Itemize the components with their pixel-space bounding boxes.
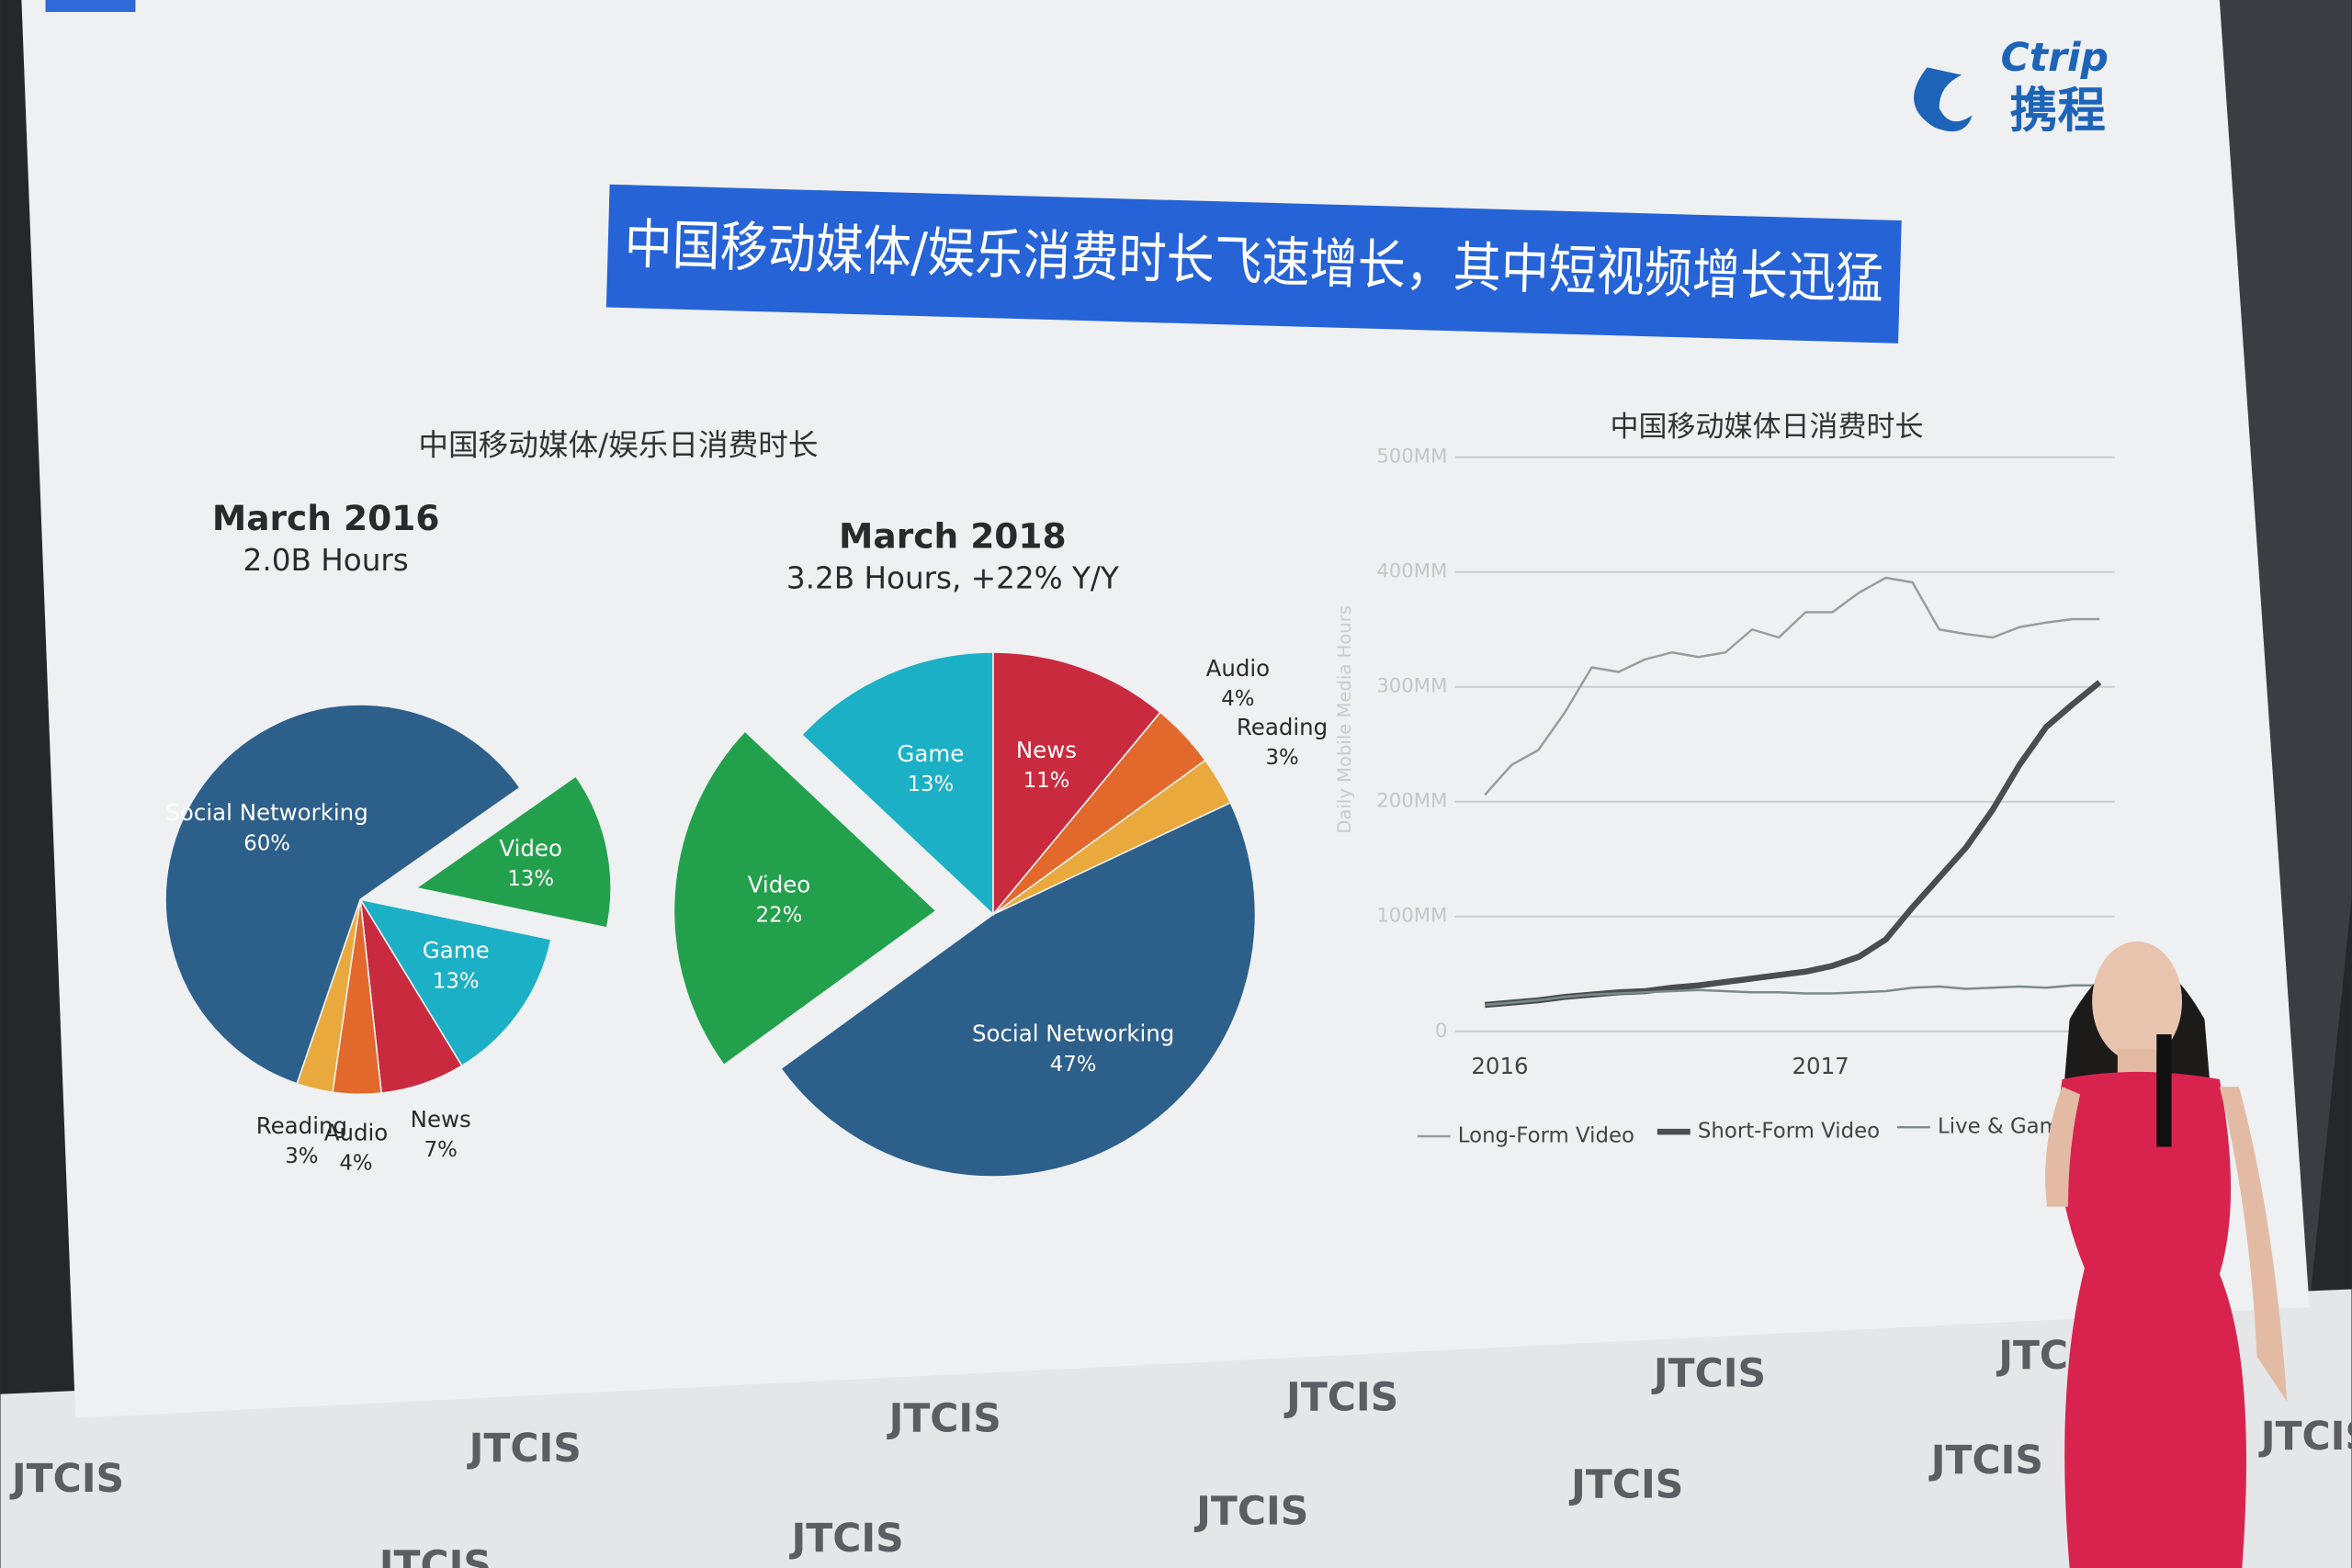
slice-value: 13% [433,969,480,993]
slice-label: Audio [1206,655,1271,682]
y-tick-label: 200MM [1376,790,1447,813]
slice-label: News [1016,737,1077,763]
backdrop-logo: JTCIS [377,1543,492,1568]
backdrop-logo: JTCIS [467,1427,582,1472]
slide [21,0,2310,1418]
x-tick-label: 2017 [1792,1053,1849,1079]
speaker-arm [2045,1087,2081,1207]
backdrop-logo: JTCIS [1193,1490,1308,1535]
backdrop-logo: JTCIS [9,1457,124,1502]
y-tick-label: 100MM [1376,905,1447,928]
logo-en: Ctrip [2001,36,2109,81]
slice-label: Social Networking [972,1021,1174,1047]
banner-box [605,184,1902,344]
pie-title: March 2016 [212,498,440,538]
slice-value: 13% [907,773,954,796]
pie-group-title: 中国移动媒体/娱乐日消费时长 [418,427,818,462]
line-series [1485,984,2100,1007]
speaker-arm [2219,1087,2288,1402]
slice-value: 22% [756,904,803,928]
speaker-face [2092,941,2183,1062]
line-series [1484,576,2100,796]
slice-label: Game [897,740,964,767]
pie-subtitle: 3.2B Hours, +22% Y/Y [786,561,1119,596]
microphone [2156,1034,2172,1147]
backdrop-logo: JTCIS [1283,1376,1398,1421]
backdrop-logo: JTCIS [1568,1462,1683,1507]
legend-label: Short-Form Video [1698,1120,1880,1144]
slice-label: Reading [256,1112,347,1139]
pie-slice [992,651,1162,917]
pie-slice [779,801,1257,1178]
slice-value: 3% [1265,746,1298,770]
y-tick-label: 500MM [1376,446,1447,468]
slice-value: 11% [1023,769,1070,793]
y-tick-label: 300MM [1376,675,1447,698]
x-tick-label: 2016 [1471,1053,1528,1079]
slice-value: 13% [507,867,554,891]
pie-slice [673,729,938,1066]
speaker [2045,941,2288,1568]
slice-label: Audio [324,1119,389,1145]
slice-label: Video [748,872,811,898]
logo-icon [1914,67,1973,132]
y-tick-label: 400MM [1376,560,1447,583]
backdrop-logo: JTCIS [2258,1415,2352,1460]
slice-value: 3% [285,1145,318,1168]
speaker-dress [2057,1071,2246,1568]
backdrop-logo: JTCIS [887,1397,1001,1442]
pie-slice [164,704,522,1085]
slice-label: Video [499,835,562,862]
slice-value: 60% [243,831,290,855]
backdrop-wall [0,1289,2352,1568]
line-title: 中国移动媒体日消费时长 [1610,411,1923,444]
slice-value: 4% [1221,687,1254,711]
slice-label: Reading [1237,714,1328,740]
pie-slice [413,774,612,930]
backdrop-logo: JTCIS [1651,1352,1766,1397]
slice-value: 7% [424,1138,458,1162]
pie-slice [358,897,552,1067]
slide-corner-mark [45,0,136,13]
logo-cn: 携程 [2009,84,2105,139]
banner: 中国移动媒体/娱乐消费时长飞速增长，其中短视频增长迅猛 [605,184,1902,344]
pie-slice [800,651,994,917]
pie-subtitle: 2.0B Hours [243,543,409,578]
pie-title: March 2018 [839,515,1067,556]
y-tick-label: 0 [1435,1020,1448,1043]
slice-label: News [411,1106,471,1133]
slice-label: Social Networking [165,799,368,826]
y-axis-label: Daily Mobile Media Hours [1334,605,1355,834]
logo: Ctrip 携程 [1914,36,2109,139]
charts: March 2016 2.0B Hours Video 13% Game 13% News 7… [164,411,2115,1178]
backdrop-logo: JTCIS [789,1517,904,1562]
slice-value: 47% [1050,1053,1097,1077]
backdrop-logo: JTCIS [1928,1438,2043,1483]
slice-value: 4% [339,1151,372,1175]
stage-wall [2219,0,2352,1304]
legend-label: Long-Form Video [1458,1124,1634,1148]
slice-label: Game [423,937,490,964]
